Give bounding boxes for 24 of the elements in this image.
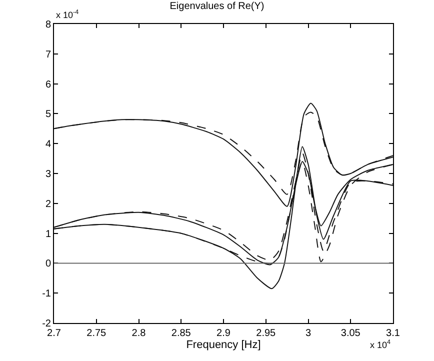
x-tick-label: 2.7 — [47, 328, 62, 339]
y-tick-label: 7 — [45, 49, 52, 60]
x-tick-label: 2.75 — [86, 328, 107, 339]
x-tick-label: 3.05 — [340, 328, 361, 339]
y-tick-label: 8 — [45, 20, 52, 30]
y-tick-label: 4 — [45, 139, 52, 150]
y-tick-label: -2 — [42, 318, 52, 330]
y-tick-label: 6 — [45, 79, 52, 90]
x-tick-label: 2.8 — [132, 328, 146, 339]
y-tick-label: 3 — [45, 169, 52, 180]
x-axis-title: Frequency [Hz] — [186, 339, 261, 352]
x-tick-label: 3.1 — [386, 328, 400, 339]
text: x 10$^{-4}$ — [56, 9, 80, 20]
chart-title: Eigenvalues of Re(Y) — [170, 0, 264, 12]
y-tick-label: 0 — [45, 258, 52, 270]
y-tick-label: 2 — [45, 198, 52, 210]
x-tick-label: 2.95 — [256, 328, 276, 339]
y-tick-label: 5 — [45, 109, 52, 120]
x-tick-label: 2.9 — [216, 328, 231, 339]
y-tick-label: -1 — [42, 288, 52, 300]
y-tick-label: 1 — [45, 228, 52, 240]
text: x 10$^{4}$ — [370, 339, 392, 350]
x-tick-label: 2.85 — [171, 328, 192, 339]
x-tick-label: 3 — [305, 328, 312, 339]
